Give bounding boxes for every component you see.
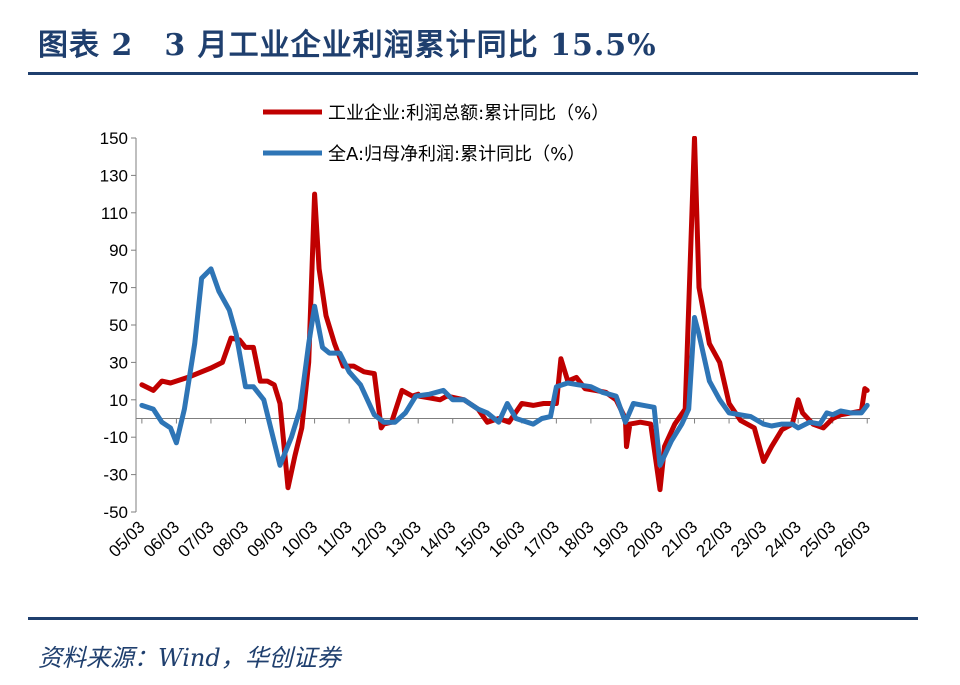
x-tick-label: 19/03 <box>589 517 633 561</box>
x-tick-label: 13/03 <box>382 517 426 561</box>
y-tick-label: 50 <box>109 316 128 335</box>
x-tick-label: 20/03 <box>623 517 667 561</box>
y-tick-label: 130 <box>100 166 128 185</box>
x-tick-label: 24/03 <box>761 517 805 561</box>
chart-legend: 工业企业:利润总额:累计同比（%） 全A:归母净利润:累计同比（%） <box>263 103 609 165</box>
x-tick-label: 11/03 <box>313 517 356 560</box>
x-tick-labels: 05/0306/0307/0308/0309/0310/0311/0312/03… <box>105 517 874 561</box>
x-tick-label: 14/03 <box>416 517 460 561</box>
y-tick-label: 110 <box>101 204 128 223</box>
y-tick-label: 150 <box>100 129 128 148</box>
x-tick-label: 25/03 <box>796 517 840 561</box>
y-tick-label: -30 <box>103 466 128 485</box>
x-tick-label: 12/03 <box>347 517 391 561</box>
x-tick-label: 16/03 <box>485 517 529 561</box>
x-tick-label: 26/03 <box>831 517 875 561</box>
x-tick-label: 23/03 <box>727 517 771 561</box>
x-tick-label: 05/03 <box>105 517 149 561</box>
page-title: 图表 2 3 月工业企业利润累计同比 15.5% <box>38 28 657 63</box>
y-tick-label: 10 <box>109 391 128 410</box>
x-tick-label: 15/03 <box>451 517 495 561</box>
x-tick-label: 22/03 <box>692 517 736 561</box>
x-tick-label: 06/03 <box>140 517 184 561</box>
top-divider <box>28 72 918 75</box>
legend-label-industrial-profit: 工业企业:利润总额:累计同比（%） <box>328 103 609 124</box>
y-tick-label: 30 <box>109 353 128 372</box>
source-note: 资料来源：Wind，华创证券 <box>38 644 341 672</box>
y-tick-label: -50 <box>103 503 128 522</box>
series-line-industrial-profit <box>139 136 870 493</box>
series-line-all-a-net-profit <box>139 266 870 468</box>
x-tick-label: 07/03 <box>174 517 218 561</box>
legend-label-all-a-net-profit: 全A:归母净利润:累计同比（%） <box>328 144 585 165</box>
x-tick-label: 08/03 <box>209 517 253 561</box>
y-tick-labels: 150 130 110 90 70 50 30 10 -10 -30 -50 <box>100 129 128 522</box>
y-tick-label: -10 <box>103 428 128 447</box>
x-tick-label: 10/03 <box>278 517 322 561</box>
bottom-divider <box>28 617 918 620</box>
y-tick-label: 70 <box>109 279 128 298</box>
chart-axes <box>131 137 870 513</box>
x-tick-label: 17/03 <box>520 517 564 561</box>
x-tick-label: 18/03 <box>554 517 598 561</box>
x-tick-label: 09/03 <box>243 517 287 561</box>
x-tick-label: 21/03 <box>658 517 702 561</box>
series-lines <box>139 136 870 493</box>
y-tick-label: 90 <box>109 241 128 260</box>
